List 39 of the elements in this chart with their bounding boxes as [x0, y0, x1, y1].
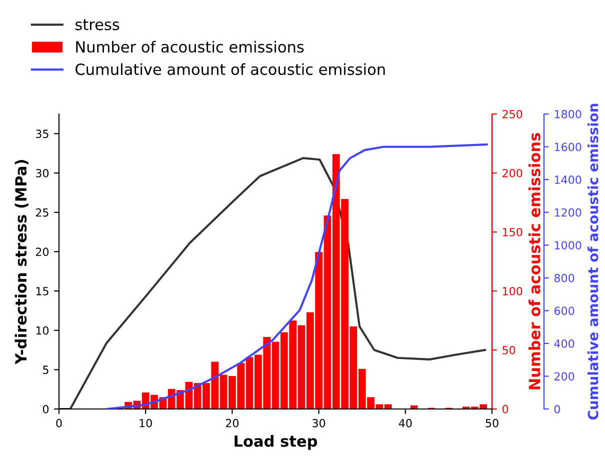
y3-axis-title: Cumulative amount of acoustic emission: [588, 104, 598, 420]
x-tick-label: 30: [312, 418, 326, 428]
y3-tick-label: 400: [554, 339, 574, 348]
y2-tick-label: 100: [502, 286, 522, 296]
x-tick-label: 10: [140, 418, 152, 428]
y2-tick-label: 50: [502, 346, 516, 354]
x-tick-label: 50: [486, 418, 498, 428]
y3-tick-label: 800: [554, 274, 574, 282]
legend-label: stress: [76, 19, 120, 30]
legend-label: Number of acoustic emissions: [76, 40, 304, 53]
y3-tick-label: 200: [554, 372, 574, 381]
y2-tick-label: 150: [502, 228, 522, 236]
y-tick-label: 0: [42, 404, 49, 414]
y-axis-title: Y-direction stress (MPa): [14, 160, 28, 364]
y-tick-label: 30: [36, 168, 49, 178]
y3-tick-label: 1200: [554, 208, 582, 217]
y3-tick-label: 1800: [554, 110, 582, 118]
y2-tick-label: 200: [502, 168, 522, 178]
legend-label: Cumulative amount of acoustic emission: [76, 63, 385, 76]
x-tick-label: 40: [398, 418, 412, 428]
y-tick-label: 35: [36, 130, 48, 138]
y3-tick-label: 1600: [554, 142, 582, 152]
y-tick-label: 20: [36, 248, 49, 256]
y2-axis-title: Number of acoustic emissions: [528, 133, 540, 390]
y3-tick-label: 600: [554, 306, 574, 316]
y2-tick-label: 250: [502, 110, 522, 118]
y-tick-label: 5: [43, 366, 48, 374]
y3-tick-label: 0: [554, 404, 560, 414]
y-tick-label: 10: [36, 326, 49, 335]
y-tick-label: 15: [36, 287, 48, 296]
line-series: [106, 143, 488, 409]
y-tick-label: 25: [36, 208, 48, 217]
y2-tick-label: 0: [502, 404, 508, 414]
x-tick-label: 20: [226, 418, 239, 428]
y3-tick-label: 1400: [554, 176, 582, 184]
x-axis-title: Load step: [234, 435, 318, 450]
x-tick-label: 0: [56, 418, 62, 428]
y3-tick-label: 1000: [554, 241, 582, 250]
line-series: [59, 157, 486, 409]
